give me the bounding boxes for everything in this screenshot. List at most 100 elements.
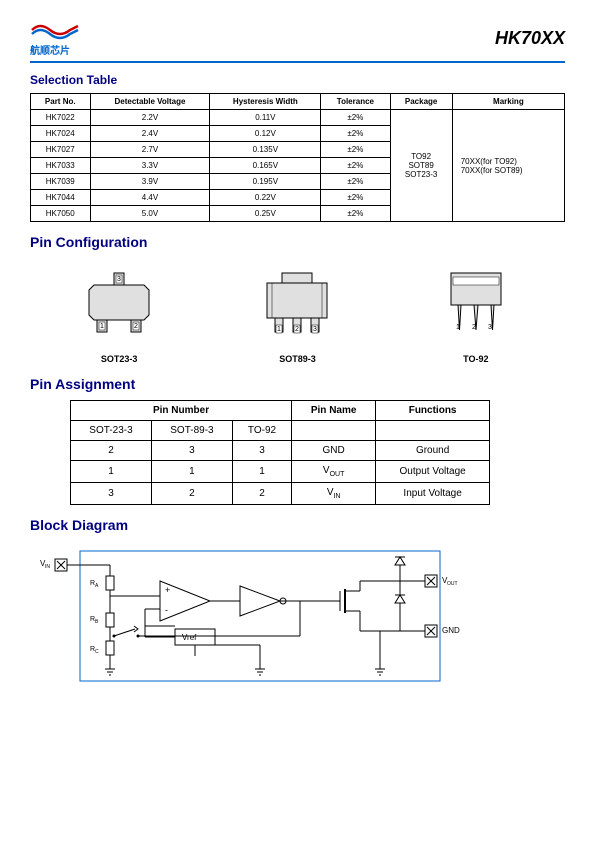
table-cell: ±2% <box>321 206 390 222</box>
function-cell: Ground <box>376 441 490 461</box>
table-cell: 0.11V <box>210 110 321 126</box>
block-diagram: VIN RA RB RC <box>30 541 565 696</box>
logo-icon <box>30 20 80 40</box>
selection-table-title: Selection Table <box>30 73 565 87</box>
table-header-row: Part No. Detectable Voltage Hysteresis W… <box>31 94 565 110</box>
table-cell: HK7022 <box>31 110 91 126</box>
subcol-sot89: SOT-89-3 <box>151 421 232 441</box>
selection-table: Part No. Detectable Voltage Hysteresis W… <box>30 93 565 222</box>
table-cell: ±2% <box>321 158 390 174</box>
pin3-label: 3 <box>314 326 318 333</box>
table-cell: ±2% <box>321 142 390 158</box>
table-cell: 1 <box>71 461 152 483</box>
pin-assignment-table: Pin Number Pin Name Functions SOT-23-3 S… <box>70 400 490 505</box>
logo-area: 航顺芯片 <box>30 20 80 57</box>
pin-number-header: Pin Number <box>71 401 292 421</box>
to92-icon: 1 2 3 <box>426 265 526 345</box>
col-tolerance: Tolerance <box>321 94 390 110</box>
table-cell: 0.135V <box>210 142 321 158</box>
table-cell: 3.9V <box>90 174 210 190</box>
col-hysteresis: Hysteresis Width <box>210 94 321 110</box>
svg-text:A: A <box>95 583 99 589</box>
sot23-icon: 3 1 2 <box>69 265 169 345</box>
table-cell: HK7039 <box>31 174 91 190</box>
block-diagram-svg: VIN RA RB RC <box>30 541 490 691</box>
pin1-label: 1 <box>456 324 460 331</box>
table-cell: 4.4V <box>90 190 210 206</box>
to92-label: TO-92 <box>426 354 526 364</box>
table-row: 322VINInput Voltage <box>71 483 490 505</box>
table-cell: ±2% <box>321 174 390 190</box>
subcol-to92: TO-92 <box>232 421 291 441</box>
table-cell: 2 <box>232 483 291 505</box>
table-cell: ±2% <box>321 126 390 142</box>
svg-text:-: - <box>165 605 168 615</box>
package-cell: TO92 SOT89 SOT23-3 <box>390 110 452 222</box>
vref-label: Vref <box>182 633 197 642</box>
subcol-sot23: SOT-23-3 <box>71 421 152 441</box>
table-cell: 2 <box>151 483 232 505</box>
pin3-label: 3 <box>117 276 121 283</box>
col-partno: Part No. <box>31 94 91 110</box>
col-marking: Marking <box>452 94 564 110</box>
svg-text:OUT: OUT <box>447 581 458 587</box>
to92-package: 1 2 3 TO-92 <box>426 265 526 364</box>
gnd-label: GND <box>442 626 460 635</box>
function-cell: Output Voltage <box>376 461 490 483</box>
pin-name-cell: VIN <box>292 483 376 505</box>
table-cell: 2.7V <box>90 142 210 158</box>
pin2-label: 2 <box>472 324 476 331</box>
table-cell: 0.165V <box>210 158 321 174</box>
logo-text: 航顺芯片 <box>30 42 80 57</box>
pin-assignment-title: Pin Assignment <box>30 376 565 392</box>
table-cell: ±2% <box>321 190 390 206</box>
table-cell: 2.4V <box>90 126 210 142</box>
sot23-package: 3 1 2 SOT23-3 <box>69 265 169 364</box>
svg-text:C: C <box>95 649 99 655</box>
table-cell: 3 <box>151 441 232 461</box>
pin1-label: 1 <box>100 323 104 330</box>
table-cell: 0.12V <box>210 126 321 142</box>
pin-name-cell: VOUT <box>292 461 376 483</box>
function-cell: Input Voltage <box>376 483 490 505</box>
table-cell: HK7044 <box>31 190 91 206</box>
pin2-label: 2 <box>134 323 138 330</box>
table-cell: HK7033 <box>31 158 91 174</box>
table-header-row: Pin Number Pin Name Functions <box>71 401 490 421</box>
table-cell: HK7024 <box>31 126 91 142</box>
empty <box>376 421 490 441</box>
table-row: HK70222.2V0.11V±2%TO92 SOT89 SOT23-370XX… <box>31 110 565 126</box>
pin-name-header: Pin Name <box>292 401 376 421</box>
col-voltage: Detectable Voltage <box>90 94 210 110</box>
pin-name-cell: GND <box>292 441 376 461</box>
svg-text:+: + <box>165 585 170 595</box>
page-header: 航顺芯片 HK70XX <box>30 20 565 63</box>
pin3-label: 3 <box>488 324 492 331</box>
sot89-icon: 1 2 3 <box>247 265 347 345</box>
table-cell: HK7050 <box>31 206 91 222</box>
table-cell: 2.2V <box>90 110 210 126</box>
svg-text:IN: IN <box>45 564 50 570</box>
table-cell: HK7027 <box>31 142 91 158</box>
table-row: 111VOUTOutput Voltage <box>71 461 490 483</box>
table-row: 233GNDGround <box>71 441 490 461</box>
table-cell: 2 <box>71 441 152 461</box>
sot89-package: 1 2 3 SOT89-3 <box>247 265 347 364</box>
table-cell: 1 <box>232 461 291 483</box>
table-cell: 3.3V <box>90 158 210 174</box>
table-cell: 3 <box>232 441 291 461</box>
functions-header: Functions <box>376 401 490 421</box>
table-cell: 0.22V <box>210 190 321 206</box>
svg-text:B: B <box>95 619 99 625</box>
pin1-label: 1 <box>278 326 282 333</box>
page-title: HK70XX <box>495 28 565 49</box>
pin-configuration-diagram: 3 1 2 SOT23-3 1 <box>30 265 565 364</box>
table-cell: 1 <box>151 461 232 483</box>
table-cell: 3 <box>71 483 152 505</box>
table-subheader-row: SOT-23-3 SOT-89-3 TO-92 <box>71 421 490 441</box>
table-cell: 0.195V <box>210 174 321 190</box>
table-cell: 0.25V <box>210 206 321 222</box>
block-diagram-title: Block Diagram <box>30 517 565 533</box>
col-package: Package <box>390 94 452 110</box>
sot23-label: SOT23-3 <box>69 354 169 364</box>
